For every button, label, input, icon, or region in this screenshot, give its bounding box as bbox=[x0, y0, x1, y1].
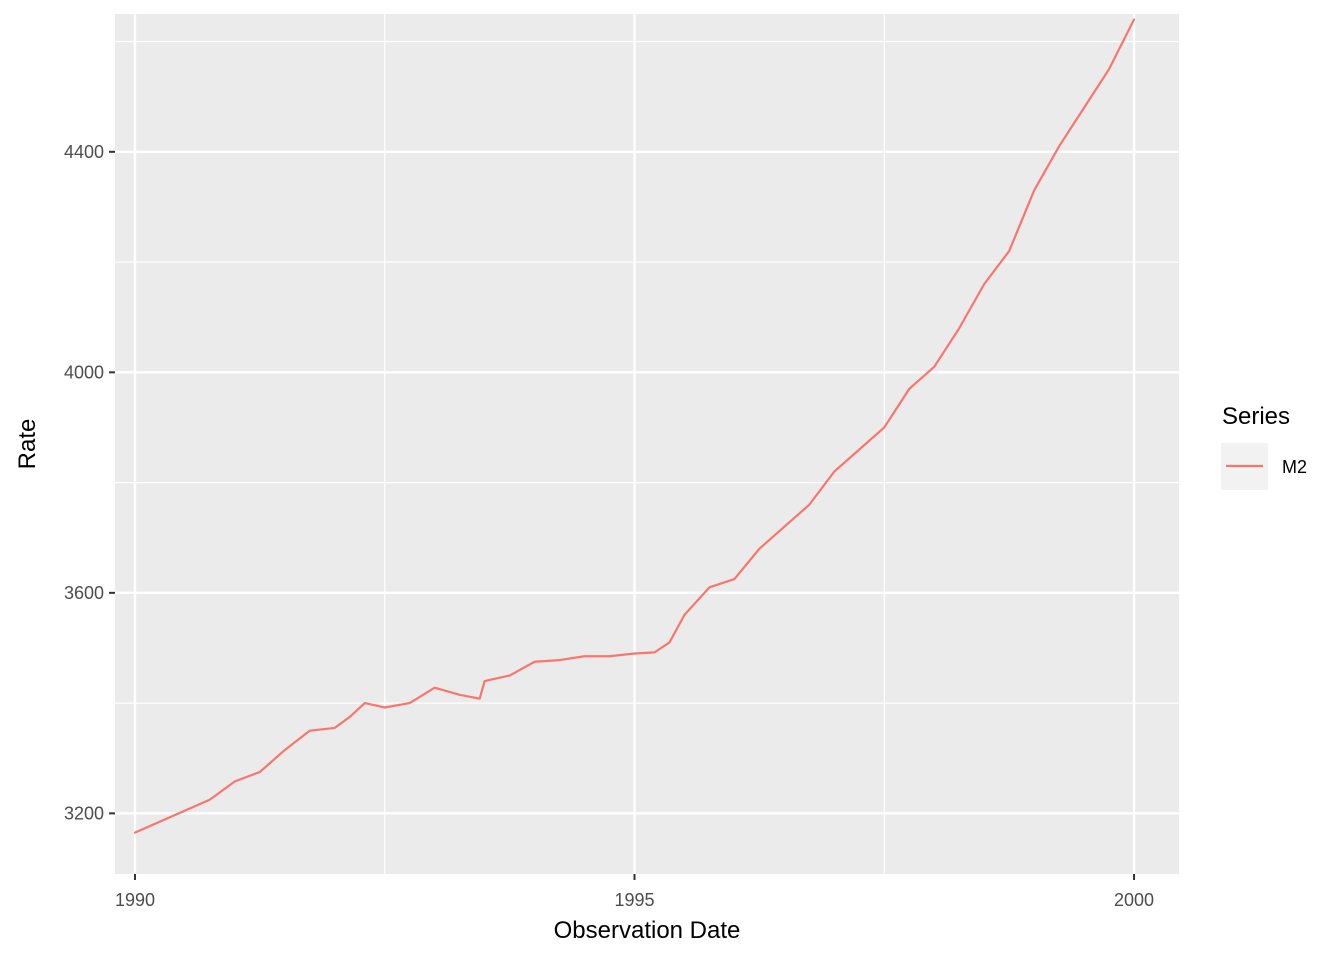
series-line-m2 bbox=[133, 18, 1136, 834]
y-axis-title: Rate bbox=[14, 419, 41, 470]
series-layer bbox=[133, 18, 1136, 834]
plot-panel bbox=[115, 14, 1179, 874]
y-tick-label: 3600 bbox=[64, 583, 104, 603]
x-tick-label: 2000 bbox=[1114, 890, 1154, 910]
x-tick-label: 1990 bbox=[115, 890, 155, 910]
y-tick-label: 4400 bbox=[64, 142, 104, 162]
legend: Series M2 bbox=[1221, 403, 1307, 490]
y-tick-label: 4000 bbox=[64, 362, 104, 382]
x-tick-label: 1995 bbox=[614, 890, 654, 910]
y-tick-label: 3200 bbox=[64, 803, 104, 823]
legend-title: Series bbox=[1222, 403, 1290, 430]
legend-label-m2: M2 bbox=[1282, 457, 1307, 477]
axis-layer: 3200 3600 4000 4400 1990 1995 2000 bbox=[64, 142, 1154, 910]
grid-layer bbox=[115, 14, 1179, 874]
x-axis-title: Observation Date bbox=[554, 917, 741, 944]
